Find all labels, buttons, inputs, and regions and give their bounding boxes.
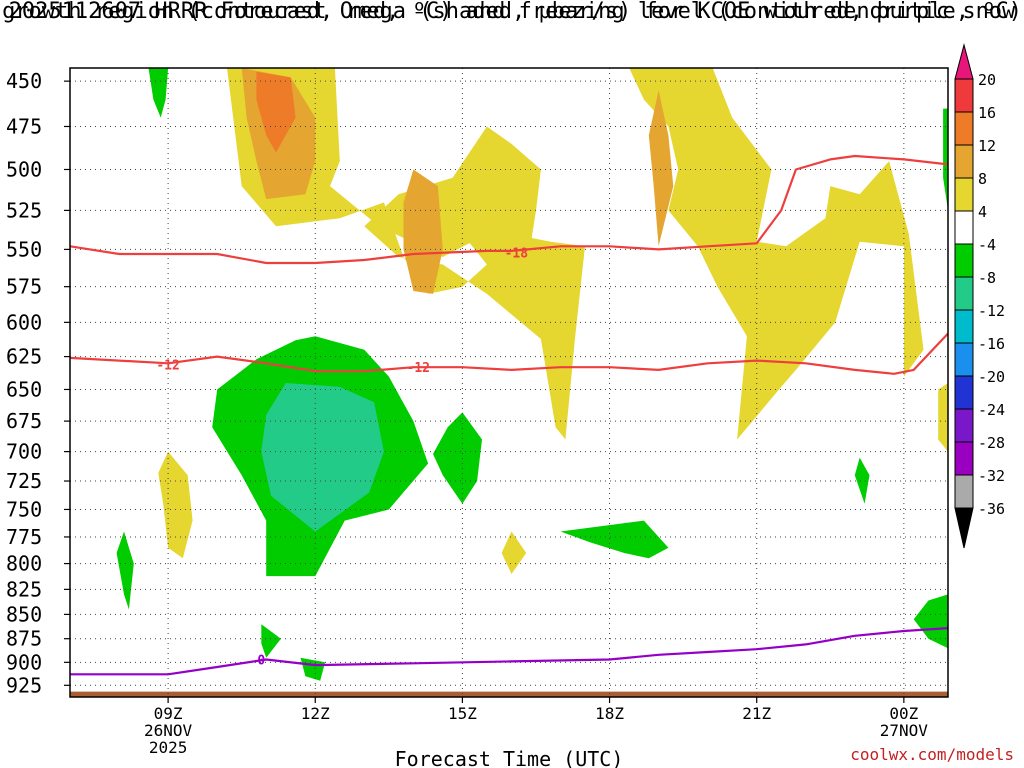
colorbar-label: -16	[978, 335, 1005, 353]
contour-line--12	[70, 332, 948, 375]
colorbar-label: -28	[978, 434, 1005, 452]
chart-title-line-1: 2025112607 HRRR Forecast Omega (shaded, …	[8, 0, 1016, 24]
y-tick-label: 725	[6, 469, 42, 493]
omega-region-5	[148, 68, 169, 118]
x-axis-title: Forecast Time (UTC)	[395, 747, 624, 768]
x-tick-date: 27NOV	[880, 721, 929, 740]
colorbar-bin	[954, 375, 974, 410]
surface-band	[70, 691, 948, 697]
contour-label: -12	[407, 361, 430, 376]
colorbar-bin	[954, 111, 974, 146]
omega-region-1	[629, 68, 924, 440]
colorbar-label: -8	[978, 269, 996, 287]
x-tick-label: 12Z	[301, 704, 330, 723]
colorbar-bin	[954, 243, 974, 278]
contour-label: -12	[156, 359, 179, 374]
colorbar-bin	[954, 276, 974, 311]
omega-region-4	[938, 383, 948, 452]
omega-region-16	[403, 169, 443, 294]
y-tick-label: 925	[6, 673, 42, 697]
omega-region-8	[116, 531, 134, 610]
colorbar-label: 20	[978, 71, 996, 89]
contour-line-0	[70, 627, 948, 676]
colorbar-label: 16	[978, 104, 996, 122]
colorbar-bin	[954, 342, 974, 377]
omega-region-11	[943, 108, 948, 211]
colorbar-label: -36	[978, 500, 1005, 518]
colorbar-label: -32	[978, 467, 1005, 485]
colorbar-bin	[954, 78, 974, 113]
omega-region-3	[501, 531, 527, 574]
colorbar-label: -24	[978, 401, 1005, 419]
omega-region-17	[648, 90, 674, 247]
omega-region-0	[227, 68, 585, 440]
colorbar-arrow-top	[954, 43, 974, 80]
y-tick-label: 600	[6, 310, 42, 334]
contour-line--18	[70, 154, 948, 265]
colorbar-bin	[954, 309, 974, 344]
omega-region-10	[854, 457, 870, 504]
y-tick-label: 450	[6, 69, 42, 93]
omega-region-14	[300, 657, 326, 681]
x-tick-label: 15Z	[448, 704, 477, 723]
y-tick-label: 475	[6, 114, 42, 138]
colorbar-bin	[954, 474, 974, 509]
omega-region-13	[261, 624, 281, 658]
y-tick-label: 625	[6, 345, 42, 369]
y-tick-label: 900	[6, 650, 42, 674]
omega-region-18	[261, 383, 384, 532]
omega-region-12	[913, 594, 948, 649]
y-tick-label: 675	[6, 409, 42, 433]
y-tick-label: 525	[6, 198, 42, 222]
y-tick-label: 550	[6, 237, 42, 261]
x-tick-date: 26NOV	[144, 721, 193, 740]
omega-region-9	[560, 520, 669, 559]
x-tick-label: 00Z	[889, 704, 918, 723]
colorbar-label: -4	[978, 236, 996, 254]
colorbar-arrow-bottom	[954, 507, 974, 549]
y-tick-label: 700	[6, 440, 42, 464]
credit-text[interactable]: coolwx.com/models	[850, 745, 1014, 764]
omega-region-2	[158, 451, 193, 559]
x-tick-year: 2025	[149, 738, 188, 757]
colorbar-bin	[954, 441, 974, 476]
y-tick-label: 575	[6, 275, 42, 299]
omega-region-19	[256, 71, 296, 153]
omega-region-7	[433, 412, 482, 504]
y-tick-label: 850	[6, 602, 42, 626]
y-tick-label: 825	[6, 577, 42, 601]
plot-frame	[69, 67, 949, 698]
y-tick-label: 800	[6, 552, 42, 576]
contour-label: -18	[505, 246, 529, 261]
contour-label: 0	[257, 654, 265, 669]
y-tick-label: 775	[6, 525, 42, 549]
colorbar-bin	[954, 408, 974, 443]
colorbar-label: 4	[978, 203, 987, 221]
colorbar-bin	[954, 210, 974, 245]
colorbar-label: 8	[978, 170, 987, 188]
x-tick-label: 18Z	[595, 704, 624, 723]
colorbar-label: -20	[978, 368, 1005, 386]
y-tick-label: 875	[6, 627, 42, 651]
chart-title-line-2: growth region (contoured, red, ºC) and f…	[2, 0, 1022, 24]
colorbar-bin	[954, 177, 974, 212]
y-tick-label: 750	[6, 497, 42, 521]
y-tick-label: 650	[6, 377, 42, 401]
plot-area: -18 -12 -12 0	[70, 68, 948, 697]
y-tick-label: 500	[6, 157, 42, 181]
colorbar-bin	[954, 144, 974, 179]
colorbar-label: 12	[978, 137, 996, 155]
colorbar-label: -12	[978, 302, 1005, 320]
x-tick-label: 09Z	[154, 704, 183, 723]
x-tick-label: 21Z	[742, 704, 771, 723]
